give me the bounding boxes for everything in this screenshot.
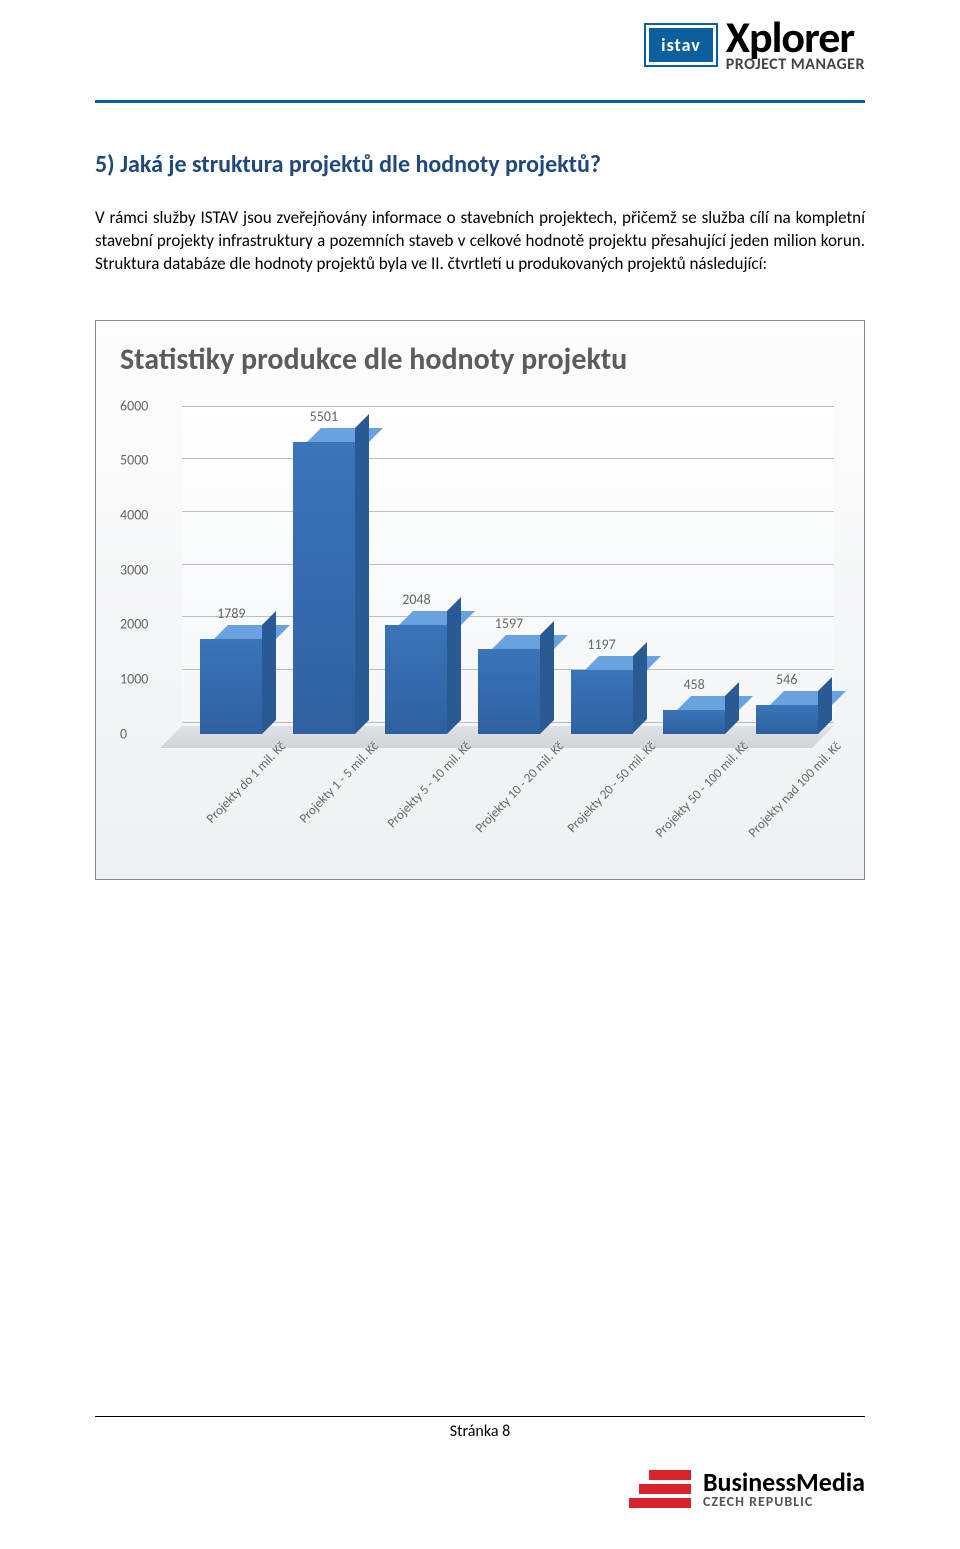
businessmedia-bars-icon: [629, 1470, 691, 1508]
header-logos: istav Xplorer PROJECT MANAGER: [646, 18, 865, 72]
header-rule: [95, 100, 865, 103]
footer-logo: BusinessMedia CZECH REPUBLIC: [629, 1469, 865, 1509]
chart-bar: 546: [756, 705, 818, 734]
chart-x-label: Projekty 1 - 5 mil. Kč: [296, 739, 381, 826]
chart-x-label: Projekty nad 100 mil. Kč: [746, 739, 845, 840]
businessmedia-title: BusinessMedia: [703, 1469, 865, 1495]
chart-bar: 1789: [200, 639, 262, 734]
page-number: Stránka 8: [0, 1422, 960, 1441]
chart-plot-pane: 0100020003000400050006000 17895501204815…: [120, 406, 840, 734]
chart-bar-value: 1197: [571, 636, 633, 653]
xplorer-logo: Xplorer PROJECT MANAGER: [726, 18, 865, 72]
xplorer-subtitle: PROJECT MANAGER: [726, 58, 865, 72]
chart-bar: 458: [663, 710, 725, 734]
chart-bar-value: 1789: [200, 605, 262, 622]
chart-bar-value: 5501: [293, 408, 355, 425]
chart-bar-value: 2048: [385, 591, 447, 608]
chart-bar-value: 1597: [478, 615, 540, 632]
chart-x-label: Projekty 5 - 10 mil. Kč: [384, 739, 474, 831]
chart-bar: 5501: [293, 442, 355, 734]
chart-title: Statistiky produkce dle hodnoty projektu: [120, 341, 840, 378]
istav-badge: istav: [646, 25, 716, 65]
chart-x-label: Projekty 20 - 50 mil. Kč: [565, 739, 659, 836]
chart-x-label: Projekty 50 - 100 mil. Kč: [653, 739, 752, 841]
section-title: 5) Jaká je struktura projektů dle hodnot…: [95, 150, 865, 179]
chart-panel: Statistiky produkce dle hodnoty projektu…: [95, 320, 865, 880]
page-content: 5) Jaká je struktura projektů dle hodnot…: [0, 0, 960, 880]
businessmedia-text: BusinessMedia CZECH REPUBLIC: [703, 1469, 865, 1509]
footer-rule: [95, 1416, 865, 1417]
chart-bar: 2048: [385, 625, 447, 734]
chart-bar-value: 546: [756, 671, 818, 688]
chart-bars: 1789 5501 2048 1597 1197 458 546: [120, 406, 840, 734]
section-paragraph: V rámci služby ISTAV jsou zveřejňovány i…: [95, 207, 865, 276]
chart-bar-value: 458: [663, 676, 725, 693]
chart-x-label: Projekty 10 - 20 mil. Kč: [472, 739, 566, 836]
chart-x-labels: Projekty do 1 mil. KčProjekty 1 - 5 mil.…: [158, 735, 858, 865]
chart-bar: 1597: [478, 649, 540, 734]
chart-bar: 1197: [571, 670, 633, 733]
chart-x-label: Projekty do 1 mil. Kč: [204, 739, 289, 827]
xplorer-title: Xplorer: [726, 18, 865, 58]
